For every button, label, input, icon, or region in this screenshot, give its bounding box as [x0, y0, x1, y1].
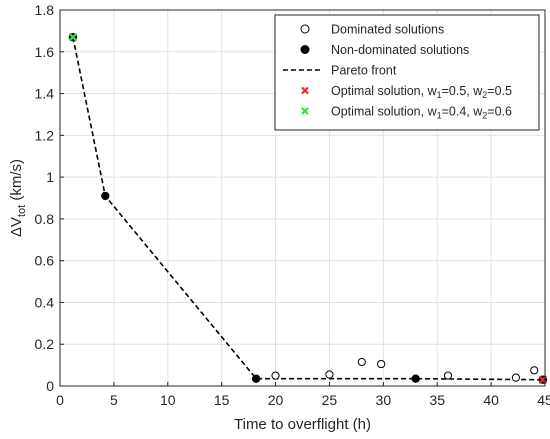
- legend-label-part: =0.4, w: [442, 105, 484, 119]
- legend-entry: Optimal solution, w1=0.5, w2=0.5: [301, 84, 512, 100]
- x-tick-label: 30: [376, 392, 392, 408]
- y-axis-label: ΔVtot (km/s): [8, 159, 28, 237]
- legend-subscript: 2: [482, 111, 487, 121]
- x-tick-label: 0: [56, 392, 64, 408]
- x-marker-stroke: [301, 107, 309, 115]
- legend-filled-circle-icon: [300, 45, 310, 54]
- x-marker-stroke: [68, 32, 78, 42]
- x-tick-label: 40: [483, 392, 499, 408]
- dominated-point: [443, 371, 453, 380]
- dominated-point: [377, 359, 386, 369]
- x-axis-ticks: 0 5 10 15 20 25 30 35 40 45: [56, 382, 550, 408]
- y-tick-label: 1.6: [35, 44, 55, 60]
- x-tick-label: 5: [110, 392, 118, 408]
- legend-label: Non-dominated solutions: [331, 43, 469, 57]
- legend-label-part: =0.5: [487, 84, 512, 98]
- legend: Dominated solutions Non-dominated solutio…: [274, 14, 540, 131]
- y-tick-label: 0.4: [35, 294, 55, 310]
- non-dominated-point: [251, 374, 261, 383]
- x-tick-label: 15: [214, 392, 230, 408]
- legend-subscript: 2: [482, 90, 487, 100]
- legend-label: Pareto front: [331, 64, 397, 78]
- data-points: [68, 32, 548, 385]
- dominated-point: [357, 357, 366, 367]
- y-tick-label: 1.8: [35, 2, 55, 18]
- legend-entry: Dominated solutions: [300, 23, 444, 37]
- legend-box: [274, 14, 540, 131]
- pareto-front-line-layer: [72, 36, 543, 381]
- legend-label: Dominated solutions: [331, 23, 444, 37]
- dominated-point: [271, 371, 280, 380]
- y-tick-label: 1.2: [35, 127, 55, 143]
- x-tick-label: 25: [322, 392, 338, 408]
- x-tick-label: 35: [429, 392, 445, 408]
- legend-x-icon: [301, 86, 309, 95]
- legend-entry: Non-dominated solutions: [300, 43, 469, 57]
- legend-label: Optimal solution, w1=0.5, w2=0.5: [331, 84, 512, 100]
- legend-label-part: =0.6: [487, 105, 512, 119]
- legend-label-part: =0.5, w: [442, 84, 484, 98]
- legend-entry: Optimal solution, w1=0.4, w2=0.6: [301, 105, 512, 121]
- dominated-point: [511, 373, 521, 382]
- axes-frame: [59, 9, 546, 387]
- x-axis-label: Time to overflight (h): [234, 416, 371, 433]
- y-tick-label: 1: [46, 169, 54, 185]
- y-tick-label: 0.2: [35, 336, 55, 352]
- legend-entry: Pareto front: [283, 64, 397, 78]
- x-tick-label: 20: [268, 392, 284, 408]
- legend-subscript: 1: [437, 111, 442, 121]
- dominated-point: [325, 370, 334, 379]
- pareto-front-line: [72, 36, 543, 381]
- y-axis-ticks: 0 0.2 0.4 0.6 0.8 1 1.2 1.4 1.6 1.8: [35, 2, 64, 394]
- y-tick-label: 0.6: [35, 253, 55, 269]
- legend-open-circle-icon: [300, 24, 310, 34]
- x-tick-label: 45: [537, 392, 550, 408]
- y-axis-label-subscript: tot: [16, 205, 28, 217]
- non-dominated-point: [101, 191, 110, 201]
- y-tick-label: 0.8: [35, 211, 55, 227]
- optimal-point-4: [68, 32, 78, 42]
- y-axis-label-unit: (km/s): [8, 159, 25, 205]
- x-marker-stroke: [301, 86, 309, 95]
- y-tick-label: 0: [46, 378, 54, 394]
- non-dominated-point: [411, 374, 420, 383]
- legend-x-icon: [301, 107, 309, 115]
- legend-label: Optimal solution, w1=0.4, w2=0.6: [331, 105, 512, 121]
- x-tick-label: 10: [160, 392, 176, 408]
- y-tick-label: 1.4: [35, 86, 55, 102]
- y-axis-label-main: ΔV: [8, 217, 25, 237]
- dominated-point: [530, 366, 539, 375]
- legend-subscript: 1: [437, 90, 442, 100]
